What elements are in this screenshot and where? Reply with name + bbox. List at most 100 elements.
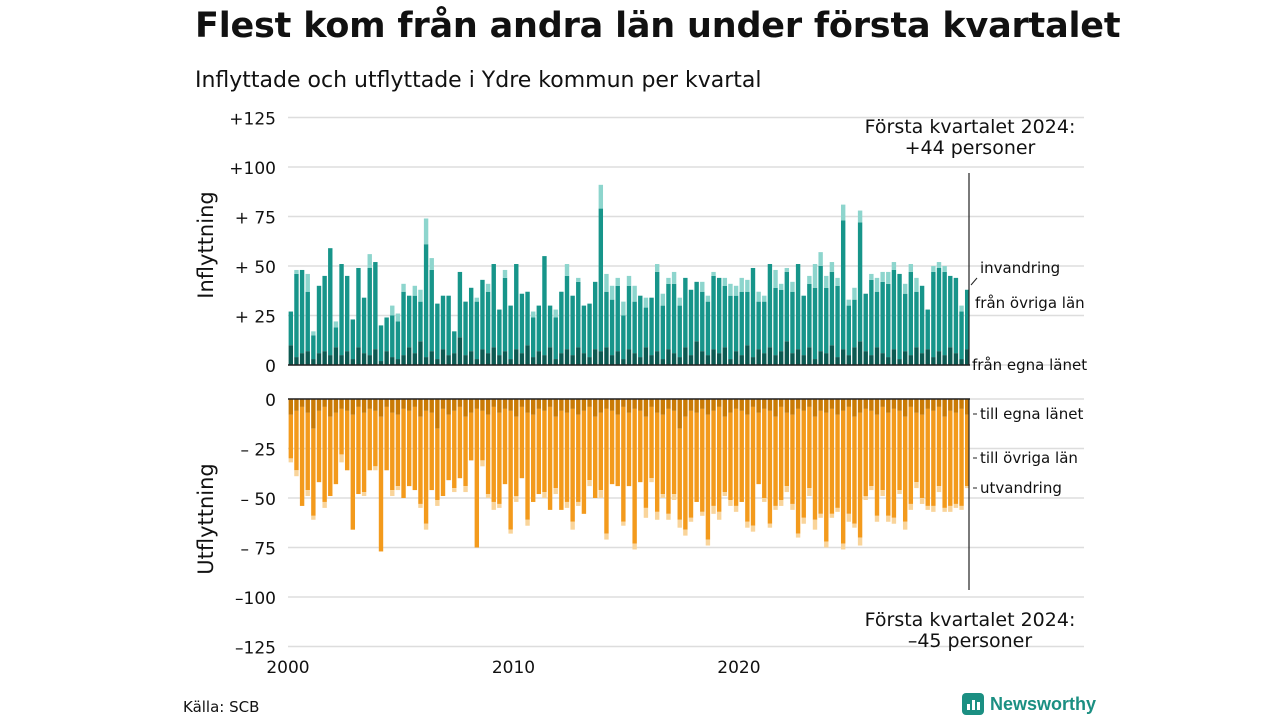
bar-outflow-to-other-counties bbox=[423, 410, 429, 524]
bar-outflow-emigration bbox=[525, 519, 530, 526]
bar-outflow-to-own-county bbox=[840, 399, 846, 411]
bar-inflow-from-own-county bbox=[677, 357, 682, 365]
bar-outflow-emigration bbox=[632, 543, 637, 550]
bar-inflow-from-own-county bbox=[671, 353, 677, 365]
bar-inflow-immigration bbox=[745, 279, 750, 292]
bar-outflow-to-own-county bbox=[452, 399, 457, 411]
bar-inflow-immigration bbox=[936, 262, 942, 268]
bar-outflow-to-other-counties bbox=[694, 412, 699, 502]
bar-outflow-to-other-counties bbox=[688, 410, 694, 518]
bar-inflow-from-own-county bbox=[468, 351, 474, 365]
bar-outflow-to-own-county bbox=[863, 399, 868, 409]
bar-outflow-to-own-county bbox=[361, 399, 367, 413]
bar-inflow-from-own-county bbox=[452, 353, 457, 365]
bar-outflow-to-own-county bbox=[384, 399, 389, 407]
bar-inflow-from-own-county bbox=[733, 351, 739, 365]
bar-outflow-to-other-counties bbox=[395, 414, 401, 487]
bar-inflow-from-own-county bbox=[423, 357, 429, 365]
bar-outflow-to-own-county bbox=[598, 399, 604, 413]
bar-outflow-to-own-county bbox=[722, 399, 728, 417]
bar-inflow-from-own-county bbox=[322, 351, 327, 365]
bar-outflow-to-other-counties bbox=[840, 410, 846, 544]
bar-inflow-from-own-county bbox=[626, 349, 632, 365]
bar-outflow-to-own-county bbox=[412, 399, 418, 407]
bar-outflow-to-other-counties bbox=[711, 410, 716, 506]
bar-outflow-to-own-county bbox=[886, 399, 891, 413]
bar-outflow-to-own-county bbox=[514, 399, 519, 417]
bar-outflow-to-other-counties bbox=[643, 416, 649, 508]
bar-outflow-emigration bbox=[852, 523, 857, 528]
bar-outflow-to-own-county bbox=[299, 399, 305, 407]
bar-inflow-from-other-counties bbox=[356, 267, 361, 348]
bar-outflow-to-other-counties bbox=[564, 412, 570, 502]
bar-inflow-immigration bbox=[553, 309, 558, 318]
bar-inflow-immigration bbox=[818, 252, 823, 266]
bar-outflow-to-own-county bbox=[835, 399, 840, 415]
bar-inflow-immigration bbox=[931, 266, 936, 272]
bar-inflow-immigration bbox=[333, 321, 339, 328]
bar-inflow-from-other-counties bbox=[964, 289, 970, 350]
bar-inflow-from-own-county bbox=[604, 347, 609, 365]
brand-logo[interactable]: Newsworthy bbox=[962, 693, 1096, 715]
annotation-top-line: +44 personer bbox=[905, 137, 1036, 159]
bar-outflow-to-own-county bbox=[666, 399, 671, 409]
bar-outflow-to-own-county bbox=[446, 399, 451, 415]
series-label-outflow: utvandring bbox=[980, 479, 1062, 497]
bar-outflow-to-other-counties bbox=[863, 408, 868, 497]
bar-inflow-from-other-counties bbox=[908, 271, 914, 356]
bar-outflow-to-other-counties bbox=[649, 406, 654, 479]
bar-inflow-from-own-county bbox=[412, 353, 418, 365]
bar-outflow-to-other-counties bbox=[745, 414, 750, 522]
bar-outflow-emigration bbox=[435, 499, 440, 506]
bar-inflow-from-own-county bbox=[829, 345, 835, 365]
bar-inflow-immigration bbox=[778, 283, 784, 290]
bar-outflow-to-own-county bbox=[311, 399, 316, 429]
bar-outflow-to-other-counties bbox=[638, 410, 643, 483]
bar-outflow-emigration bbox=[339, 454, 344, 463]
bar-inflow-immigration bbox=[615, 277, 620, 286]
bar-inflow-from-other-counties bbox=[367, 267, 372, 356]
bar-inflow-from-own-county bbox=[863, 351, 868, 365]
bar-inflow-from-other-counties bbox=[694, 281, 699, 342]
bar-outflow-to-own-county bbox=[508, 399, 513, 411]
bar-outflow-emigration bbox=[598, 490, 604, 498]
bar-outflow-emigration bbox=[654, 511, 660, 520]
bar-outflow-emigration bbox=[671, 494, 677, 500]
bar-inflow-immigration bbox=[829, 262, 835, 272]
bar-inflow-from-own-county bbox=[311, 359, 316, 365]
bar-inflow-from-own-county bbox=[344, 351, 350, 365]
bar-outflow-to-own-county bbox=[418, 399, 423, 417]
bar-outflow-emigration bbox=[497, 503, 502, 508]
bar-outflow-to-own-county bbox=[824, 399, 829, 413]
labels: Inflyttning Utflyttning Första kvartalet 2… bbox=[194, 116, 1087, 652]
bar-inflow-from-other-counties bbox=[480, 279, 485, 350]
bar-inflow-from-other-counties bbox=[497, 309, 502, 356]
bar-outflow-to-other-counties bbox=[795, 408, 801, 534]
bar-outflow-emigration bbox=[908, 503, 914, 510]
bar-inflow-from-own-county bbox=[350, 359, 356, 365]
bar-inflow-from-own-county bbox=[463, 355, 468, 365]
bar-outflow-to-own-county bbox=[519, 399, 525, 407]
series-label-outflow: till övriga län bbox=[980, 449, 1078, 467]
bar-inflow-from-other-counties bbox=[311, 335, 316, 360]
bar-outflow-to-other-counties bbox=[750, 406, 756, 526]
bar-inflow-from-own-county bbox=[784, 341, 790, 365]
bar-outflow-emigration bbox=[733, 505, 739, 512]
bar-inflow-from-other-counties bbox=[328, 248, 333, 356]
bar-outflow-to-other-counties bbox=[948, 410, 953, 506]
bar-outflow-to-other-counties bbox=[390, 412, 395, 491]
bar-inflow-from-other-counties bbox=[773, 287, 778, 356]
bar-inflow-from-own-county bbox=[649, 355, 654, 365]
chart-title: Flest kom från andra län under första kv… bbox=[195, 6, 1121, 46]
bar-inflow-from-own-county bbox=[728, 359, 733, 365]
bar-outflow-to-other-counties bbox=[812, 416, 818, 520]
bar-inflow-from-other-counties bbox=[767, 264, 773, 348]
bar-inflow-from-own-county bbox=[592, 349, 598, 365]
bar-outflow-to-other-counties bbox=[406, 410, 412, 487]
y-tick-label-bottom: – 50 bbox=[240, 490, 276, 510]
bar-outflow-to-own-county bbox=[705, 399, 711, 415]
bar-inflow-from-own-county bbox=[919, 353, 925, 365]
bar-inflow-from-own-county bbox=[812, 359, 818, 365]
bar-inflow-from-own-county bbox=[587, 357, 592, 365]
bar-inflow-from-own-county bbox=[576, 347, 581, 365]
